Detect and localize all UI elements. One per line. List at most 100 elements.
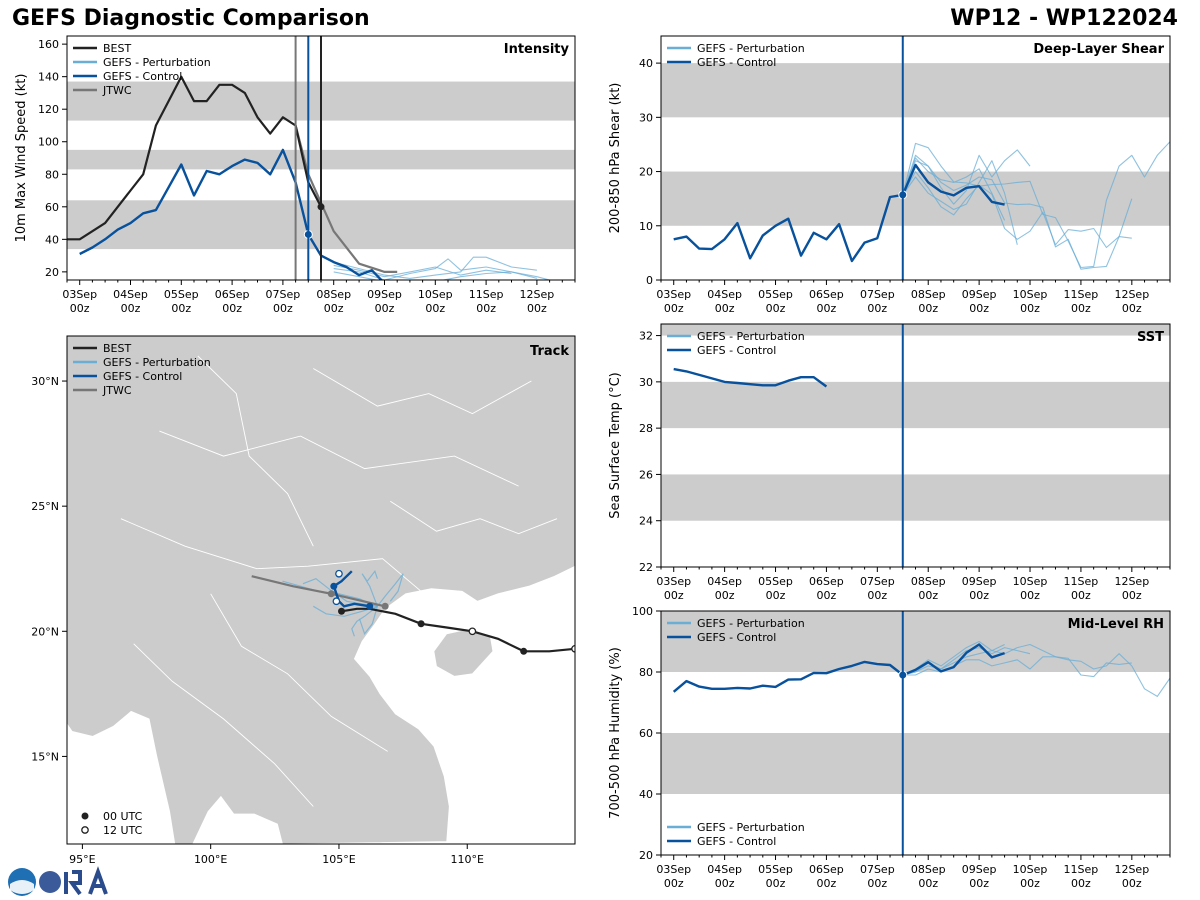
x-tick-label: 00z	[766, 877, 786, 890]
x-tick-label: 00z	[476, 302, 496, 315]
y-tick-label: 20	[639, 849, 653, 862]
y-tick-label: 15°N	[31, 750, 59, 763]
legend-label: BEST	[103, 342, 131, 355]
track-point-12utc	[332, 597, 341, 606]
series-line-pert	[902, 149, 1031, 205]
x-tick-label: 05Sep	[758, 863, 793, 876]
x-tick-label: 12Sep	[1114, 575, 1149, 588]
y-tick-label: 140	[38, 71, 59, 84]
y-tick-label: 80	[45, 168, 59, 181]
x-tick-label: 05Sep	[164, 288, 199, 301]
intensity-series	[67, 75, 550, 280]
x-tick-label: 00z	[1020, 302, 1040, 315]
x-tick-label: 00z	[766, 589, 786, 602]
x-tick-label: 00z	[1122, 589, 1142, 602]
track-point-12utc	[468, 627, 477, 636]
province-border	[197, 355, 314, 547]
x-tick-label: 00z	[715, 877, 735, 890]
y-axis-label: 700-500 hPa Humidity (%)	[608, 647, 623, 819]
shaded-band	[661, 171, 1170, 226]
x-tick-label: 12Sep	[1114, 288, 1149, 301]
x-tick-label: 00z	[715, 302, 735, 315]
panel-title: Track	[530, 344, 569, 359]
x-tick-label: 00z	[222, 302, 242, 315]
track-line-pert	[361, 569, 378, 607]
x-tick-label: 03Sep	[62, 288, 97, 301]
x-tick-label: 00z	[918, 877, 938, 890]
y-tick-label: 160	[38, 38, 59, 51]
x-tick-label: 03Sep	[656, 863, 691, 876]
x-tick-label: 00z	[867, 302, 887, 315]
series-line-control	[672, 643, 1005, 693]
x-tick-label: 10Sep	[1013, 288, 1048, 301]
track-line-pert	[302, 578, 378, 607]
series-line-pert	[333, 256, 537, 279]
x-tick-label: 11Sep	[1064, 863, 1099, 876]
y-tick-label: 60	[45, 201, 59, 214]
y-tick-label: 10	[639, 220, 653, 233]
x-tick-label: 00z	[867, 877, 887, 890]
x-tick-label: 10Sep	[1013, 863, 1048, 876]
series-line-pert	[902, 643, 1170, 697]
x-tick-label: 11Sep	[1064, 288, 1099, 301]
legend-label: GEFS - Control	[697, 56, 776, 69]
shear-series	[673, 141, 1170, 270]
series-line-pert	[902, 141, 1170, 269]
x-tick-label: 00z	[70, 302, 90, 315]
x-tick-label: 00z	[1071, 877, 1091, 890]
y-tick-label: 100	[38, 136, 59, 149]
panel-title: SST	[1137, 330, 1164, 345]
x-tick-label: 11Sep	[1064, 575, 1099, 588]
province-border	[313, 368, 532, 415]
series-line-best	[67, 75, 322, 241]
x-tick-label: 00z	[324, 302, 344, 315]
legend-label: GEFS - Perturbation	[697, 821, 805, 834]
y-tick-label: 60	[639, 727, 653, 740]
x-tick-label: 09Sep	[367, 288, 402, 301]
y-tick-label: 120	[38, 103, 59, 116]
x-tick-label: 00z	[817, 302, 837, 315]
x-tick-label: 10Sep	[1013, 575, 1048, 588]
series-line-jtwc	[294, 125, 398, 273]
track-point-00utc	[520, 647, 528, 655]
y-tick-label: 20°N	[31, 625, 59, 638]
y-axis-label: 200-850 hPa Shear (kt)	[608, 83, 623, 234]
panel-title: Deep-Layer Shear	[1033, 42, 1164, 57]
track-line-pert	[376, 573, 404, 607]
province-border	[120, 518, 422, 592]
rh-panel: 03Sep00z04Sep00z05Sep00z06Sep00z07Sep00z…	[608, 605, 1171, 890]
legend-label: GEFS - Perturbation	[103, 56, 211, 69]
shaded-band	[661, 381, 1170, 429]
x-tick-label: 09Sep	[962, 288, 997, 301]
legend-label: 12 UTC	[103, 824, 143, 837]
x-tick-label: 05Sep	[758, 575, 793, 588]
legend-label: BEST	[103, 42, 131, 55]
legend-label: GEFS - Control	[697, 344, 776, 357]
x-tick-label: 11Sep	[469, 288, 504, 301]
track-point	[381, 602, 389, 610]
land-mass	[67, 336, 575, 844]
x-tick-label: 00z	[817, 877, 837, 890]
x-tick-label: 12Sep	[520, 288, 555, 301]
track-point-00utc	[417, 620, 425, 628]
track-point	[327, 590, 335, 598]
x-tick-label: 00z	[867, 589, 887, 602]
x-tick-label: 00z	[527, 302, 547, 315]
series-line-pert	[333, 264, 512, 278]
x-tick-label: 06Sep	[215, 288, 250, 301]
shaded-band	[661, 324, 1170, 336]
x-tick-label: 00z	[918, 589, 938, 602]
x-tick-label: 00z	[969, 877, 989, 890]
x-tick-label: 00z	[1020, 877, 1040, 890]
y-tick-label: 30	[639, 376, 653, 389]
x-tick-label: 00z	[273, 302, 293, 315]
y-tick-label: 30	[639, 111, 653, 124]
y-tick-label: 32	[639, 330, 653, 343]
y-tick-label: 40	[45, 233, 59, 246]
x-tick-label: 00z	[171, 302, 191, 315]
series-line-control	[79, 148, 383, 280]
shaded-band	[661, 63, 1170, 118]
legend-label: GEFS - Control	[103, 370, 182, 383]
y-tick-label: 20	[45, 266, 59, 279]
province-border	[390, 500, 558, 535]
